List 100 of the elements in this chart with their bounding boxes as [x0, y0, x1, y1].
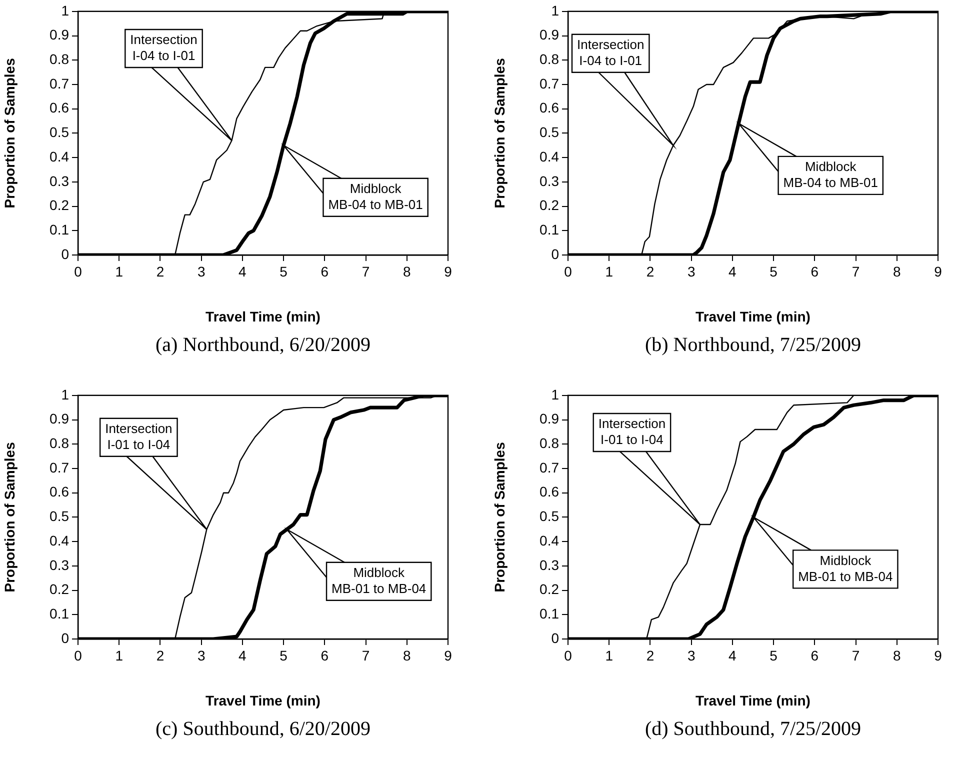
- y-tick-label: 1: [551, 2, 560, 18]
- y-tick-label: 0.4: [540, 532, 560, 548]
- y-tick-label: 0.7: [50, 459, 70, 476]
- annotation: Midblock MB-01 to MB-04: [332, 564, 426, 596]
- x-tick-label: 0: [74, 263, 82, 280]
- x-tick-label: 1: [115, 263, 124, 280]
- x-tick-label: 6: [810, 263, 819, 280]
- y-tick-label: 0.1: [50, 222, 70, 238]
- y-tick-label: 0.4: [50, 532, 70, 548]
- text: (a) Northbound, 6/20/2009: [154, 334, 372, 357]
- y-tick-label: 0.7: [540, 75, 560, 92]
- y-tick-label: 0.9: [540, 26, 560, 43]
- y-axis-title: Proportion of Samples: [1, 442, 18, 592]
- y-tick-label: 0.3: [50, 172, 70, 189]
- x-tick-label: 8: [402, 263, 411, 280]
- y-tick-label: 0.2: [50, 197, 70, 214]
- y-tick-label: 0.2: [540, 581, 560, 598]
- y-tick-label: 0.2: [50, 581, 70, 598]
- y-axis-title: Proportion of Samples: [1, 58, 18, 208]
- x-tick-label: 7: [852, 647, 860, 664]
- y-tick-label: 0.8: [50, 50, 70, 67]
- x-tick-label: 0: [564, 263, 572, 280]
- y-tick-label: 0: [551, 630, 560, 646]
- y-tick-label: 0.5: [540, 508, 560, 524]
- y-tick-label: 0.5: [540, 124, 560, 140]
- y-tick-label: 1: [61, 386, 70, 402]
- text: (c) Southbound, 6/20/2009: [154, 718, 372, 741]
- annotation: Intersection I-04 to I-01: [577, 36, 644, 68]
- x-tick-label: 6: [320, 647, 329, 664]
- x-tick-label: 6: [810, 647, 819, 664]
- x-tick-label: 8: [892, 647, 901, 664]
- x-axis-title: Travel Time (min): [696, 308, 810, 324]
- annotation: Intersection I-01 to I-04: [105, 420, 172, 452]
- y-tick-label: 0: [61, 630, 70, 646]
- x-tick-label: 9: [934, 647, 942, 664]
- y-tick-label: 0.6: [50, 484, 70, 500]
- y-tick-label: 0.3: [540, 172, 560, 189]
- annotation: Intersection I-01 to I-04: [598, 416, 666, 448]
- x-tick-label: 9: [934, 263, 942, 280]
- y-tick-label: 1: [61, 2, 70, 18]
- x-tick-label: 1: [605, 647, 614, 664]
- x-tick-label: 7: [362, 647, 370, 664]
- x-tick-label: 4: [728, 647, 737, 664]
- x-tick-label: 3: [687, 647, 696, 664]
- y-tick-label: 0.3: [540, 556, 560, 573]
- x-axis-title: Travel Time (min): [206, 308, 320, 324]
- y-tick-label: 1: [551, 386, 560, 402]
- y-tick-label: 0.6: [540, 484, 560, 500]
- y-tick-label: 0.8: [50, 434, 70, 451]
- x-tick-label: 3: [197, 263, 206, 280]
- x-tick-label: 8: [892, 263, 901, 280]
- x-tick-label: 7: [362, 263, 370, 280]
- y-tick-label: 0.6: [50, 100, 70, 116]
- x-tick-label: 2: [646, 647, 654, 664]
- x-tick-label: 9: [444, 647, 452, 664]
- y-tick-label: 0.5: [50, 124, 70, 140]
- y-tick-label: 0.6: [540, 100, 560, 116]
- y-tick-label: 0.9: [540, 410, 560, 427]
- y-tick-label: 0: [61, 246, 70, 262]
- y-tick-label: 0.4: [540, 148, 560, 164]
- x-tick-label: 3: [197, 647, 206, 664]
- y-tick-label: 0.3: [50, 556, 70, 573]
- text: (d) Southbound, 7/25/2009: [644, 718, 862, 741]
- x-tick-label: 7: [852, 263, 860, 280]
- y-tick-label: 0.9: [50, 410, 70, 427]
- x-tick-label: 4: [728, 263, 737, 280]
- y-tick-label: 0: [551, 246, 560, 262]
- y-tick-label: 0.1: [50, 606, 70, 622]
- y-tick-label: 0.8: [540, 434, 560, 451]
- x-tick-label: 1: [115, 647, 124, 664]
- x-tick-label: 1: [605, 263, 614, 280]
- y-tick-label: 0.5: [50, 508, 70, 524]
- annotation: Intersection I-04 to I-01: [130, 32, 198, 64]
- annotation: Midblock MB-04 to MB-01: [328, 180, 423, 212]
- x-tick-label: 5: [280, 263, 288, 280]
- x-tick-label: 8: [402, 647, 411, 664]
- y-tick-label: 0.7: [50, 75, 70, 92]
- y-tick-label: 0.8: [540, 50, 560, 67]
- y-tick-label: 0.9: [50, 26, 70, 43]
- x-tick-label: 0: [564, 647, 572, 664]
- y-tick-label: 0.1: [540, 222, 560, 238]
- x-tick-label: 6: [320, 263, 329, 280]
- y-tick-label: 0.7: [540, 459, 560, 476]
- x-tick-label: 0: [74, 647, 82, 664]
- x-tick-label: 3: [687, 263, 696, 280]
- y-tick-label: 0.2: [540, 197, 560, 214]
- y-tick-label: 0.4: [50, 148, 70, 164]
- x-tick-label: 2: [646, 263, 654, 280]
- annotation: Midblock MB-04 to MB-01: [783, 159, 878, 190]
- x-tick-label: 4: [238, 263, 247, 280]
- y-axis-title: Proportion of Samples: [491, 442, 508, 592]
- x-tick-label: 2: [156, 647, 164, 664]
- x-tick-label: 5: [770, 647, 778, 664]
- y-axis-title: Proportion of Samples: [491, 58, 508, 208]
- x-tick-label: 5: [770, 263, 778, 280]
- text: (b) Northbound, 7/25/2009: [644, 334, 862, 357]
- annotation: Midblock MB-01 to MB-04: [798, 552, 893, 584]
- x-axis-title: Travel Time (min): [206, 692, 320, 708]
- x-tick-label: 4: [238, 647, 247, 664]
- x-tick-label: 2: [156, 263, 164, 280]
